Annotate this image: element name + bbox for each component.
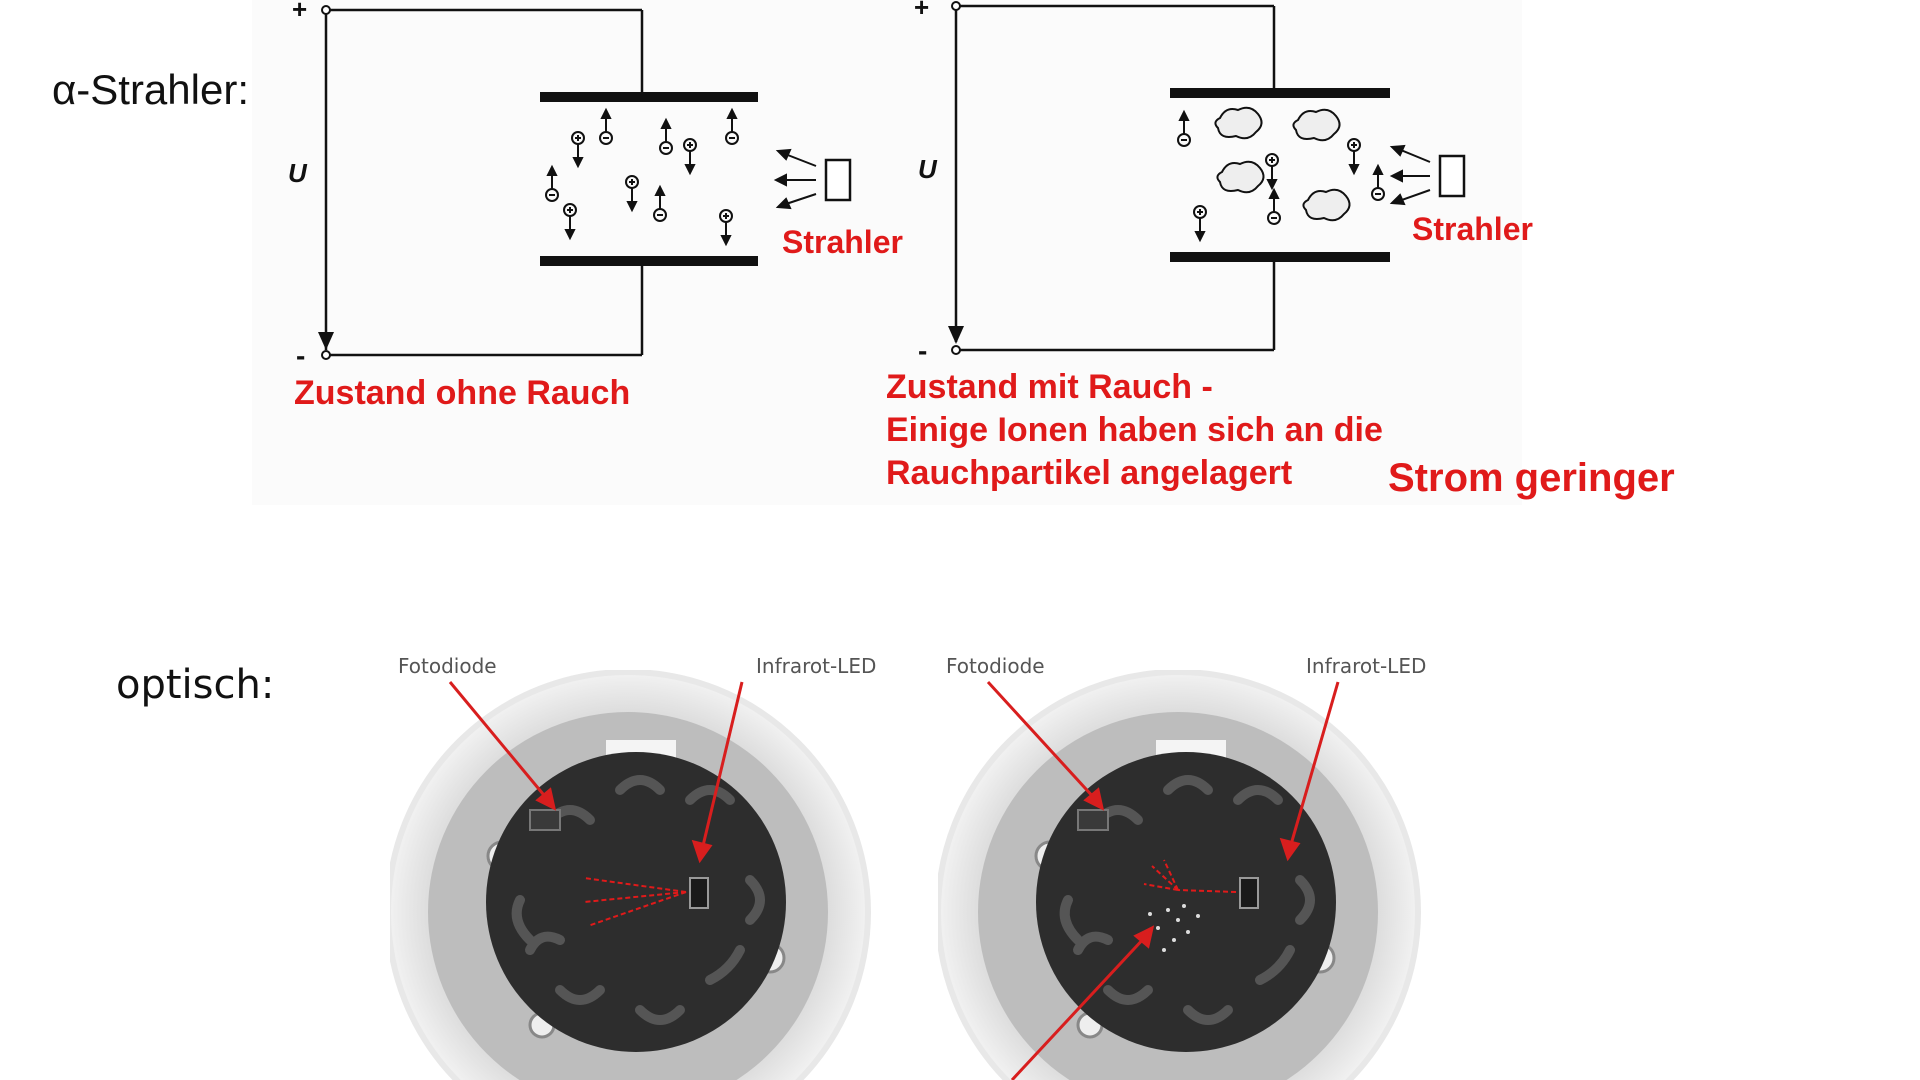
pointer-arrows [986, 680, 1340, 1080]
infrared-led-label: Infrarot-LED [756, 654, 877, 678]
source-label: Strahler [782, 224, 903, 260]
photodiode [1077, 809, 1109, 831]
scattered-light [1143, 859, 1237, 893]
minus-sign: - [296, 340, 305, 371]
smoke-scatter [1148, 904, 1200, 952]
minus-sign: - [918, 335, 927, 366]
smoke-particles [1214, 106, 1351, 222]
radiation-source [824, 158, 852, 202]
plus-terminal [321, 5, 331, 15]
smoke-particle [1216, 160, 1265, 194]
alpha-section-label: α-Strahler: [52, 66, 249, 113]
photodiode-label: Fotodiode [946, 654, 1045, 678]
plus-sign: + [292, 0, 307, 24]
radiation-source [1438, 154, 1466, 198]
chamber-labyrinth [1059, 775, 1315, 1025]
plus-sign: + [914, 0, 929, 22]
pointer-arrows [448, 681, 744, 864]
alpha-circuit-left: + - U Strahler [288, 0, 903, 371]
caption-line: Zustand mit Rauch - [886, 368, 1213, 406]
infrared-led [689, 877, 709, 909]
light-beam [583, 877, 687, 927]
infrared-led-label: Infrarot-LED [1306, 654, 1427, 678]
source-label: Strahler [1412, 211, 1533, 247]
infrared-led [1239, 877, 1259, 909]
ions-group [545, 107, 739, 247]
caption-no-smoke: Zustand ohne Rauch [294, 374, 631, 412]
photodiode-label: Fotodiode [398, 654, 497, 678]
voltage-label: U [918, 154, 938, 184]
smoke-particle [1292, 108, 1341, 142]
current-arrow [318, 332, 334, 350]
smoke-detector-photo-left [390, 670, 871, 1080]
lower-plate [540, 256, 758, 266]
caption-line: Einige Ionen haben sich an die [886, 411, 1383, 449]
caption-line: Rauchpartikel angelagert [886, 454, 1293, 492]
voltage-label: U [288, 158, 308, 188]
alpha-circuit-right: + - U Strahler [914, 0, 1533, 366]
minus-terminal [951, 345, 961, 355]
smoke-detector-photo-right [938, 670, 1421, 1080]
current-arrow [948, 326, 964, 344]
radiation-arrows [773, 148, 817, 210]
photodiode [529, 809, 561, 831]
caption-with-smoke: Zustand mit Rauch - Einige Ionen haben s… [886, 366, 1383, 495]
minus-terminal [321, 350, 331, 360]
ions-group [1177, 109, 1385, 243]
optical-section-label: optisch: [116, 662, 275, 708]
upper-plate [1170, 88, 1390, 98]
smoke-particle [1214, 106, 1263, 140]
smoke-particle [1302, 188, 1351, 222]
lower-plate [1170, 252, 1390, 262]
result-label: Strom geringer [1388, 456, 1675, 500]
plus-terminal [951, 1, 961, 11]
upper-plate [540, 92, 758, 102]
radiation-arrows [1389, 144, 1431, 206]
